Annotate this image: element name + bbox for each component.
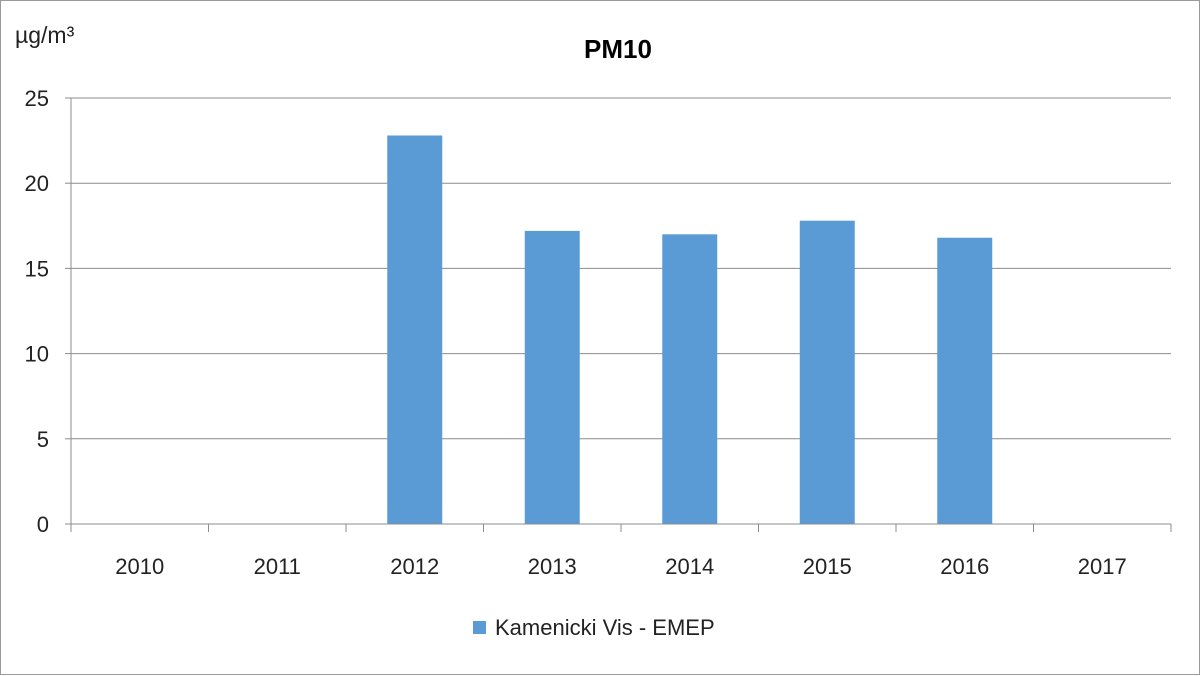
legend-label: Kamenicki Vis - EMEP — [495, 615, 715, 640]
y-tick-label: 15 — [25, 256, 49, 281]
chart-title: PM10 — [584, 34, 652, 64]
x-tick-label: 2016 — [940, 554, 989, 579]
bar-2016 — [937, 237, 993, 524]
x-tick-label: 2014 — [665, 554, 714, 579]
x-tick-label: 2012 — [390, 554, 439, 579]
y-tick-label: 20 — [25, 171, 49, 196]
y-tick-label: 0 — [37, 512, 49, 537]
y-tick-label: 25 — [25, 86, 49, 111]
x-tick-label: 2013 — [528, 554, 577, 579]
legend: Kamenicki Vis - EMEP — [473, 615, 715, 640]
legend-swatch — [473, 621, 486, 634]
gridlines — [71, 97, 1171, 440]
bars — [387, 135, 993, 525]
bar-2013 — [524, 230, 580, 525]
bar-2012 — [387, 135, 443, 524]
bar-2015 — [799, 220, 855, 525]
x-tick-label: 2011 — [254, 554, 301, 579]
x-tick-label: 2015 — [803, 554, 852, 579]
y-tick-label: 5 — [37, 427, 49, 452]
x-tick-label: 2010 — [115, 554, 164, 579]
axes: 0 5 10 15 20 25 2010 2011 2012 2013 2014 2015 2016 20… — [25, 86, 1172, 579]
y-axis-unit-label: µg/m³ — [15, 22, 75, 48]
bar-2014 — [662, 234, 718, 524]
y-tick-label: 10 — [25, 342, 49, 367]
x-tick-label: 2017 — [1078, 554, 1127, 579]
